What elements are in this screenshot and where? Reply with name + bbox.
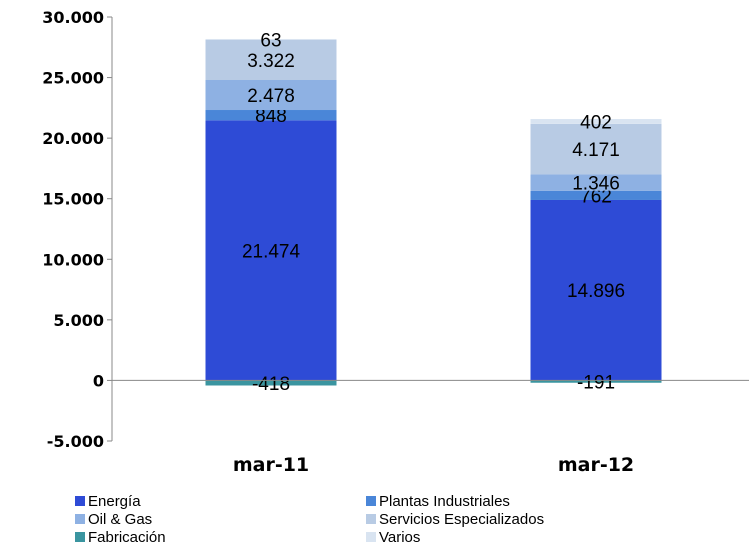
legend-label: Oil & Gas [88,510,153,528]
bar-segment-oil-gas [530,174,662,191]
bar-segment-servicios-especializados [530,123,662,175]
y-tick-label: 30.000 [42,8,104,27]
data-label: 63 [260,30,281,51]
data-label: -191 [577,373,615,394]
bar-segment-servicios-especializados [205,39,337,80]
legend-label: Servicios Especializados [379,510,545,528]
legend-swatch [75,514,85,524]
bar-segment-fabricaci-n [205,380,337,386]
data-label: 848 [255,106,287,127]
legend-swatch [366,532,376,542]
y-tick-label: 25.000 [42,69,104,88]
data-label: 4.171 [572,140,620,161]
data-label: 1.346 [572,174,620,195]
data-label: 762 [580,186,612,207]
bar-segment-varios [530,119,662,124]
y-tick-label: -5.000 [47,432,104,451]
legend-item: Varios [366,528,420,546]
legend-swatch [75,532,85,542]
legend-item: Fabricación [75,528,166,546]
bar-segment-energ-a [205,120,337,381]
legend-label: Varios [379,528,421,546]
bar-segment-fabricaci-n [530,380,662,383]
legend-item: Energía [75,492,141,510]
data-label: 3.322 [247,51,295,72]
data-label: 14.896 [567,281,625,302]
bar-segment-oil-gas [205,79,337,111]
data-label: 402 [580,112,612,133]
y-tick-label: 10.000 [42,250,104,269]
legend-item: Servicios Especializados [366,510,544,528]
y-tick-label: 15.000 [42,190,104,209]
data-label: 2.478 [247,86,295,107]
chart-legend: Energía Plantas Industriales Oil & Gas Serv… [75,492,715,548]
legend-label: Plantas Industriales [379,492,510,510]
legend-swatch [366,514,376,524]
y-tick-label: 20.000 [42,129,104,148]
bar-segment-plantas-industriales [205,110,337,121]
y-tick-label: 0 [93,371,104,390]
legend-swatch [366,496,376,506]
bar-segment-energ-a [530,199,662,381]
x-tick-label: mar-12 [558,454,634,476]
legend-swatch [75,496,85,506]
x-tick-label: mar-11 [233,454,309,476]
bar-segment-varios [205,38,337,40]
data-label: 21.474 [242,241,301,262]
legend-item: Plantas Industriales [366,492,510,510]
legend-label: Fabricación [88,528,166,546]
legend-label: Energía [88,492,141,510]
legend-item: Oil & Gas [75,510,152,528]
data-label: -418 [252,374,290,395]
bar-segment-plantas-industriales [530,190,662,200]
y-tick-label: 5.000 [53,311,104,330]
